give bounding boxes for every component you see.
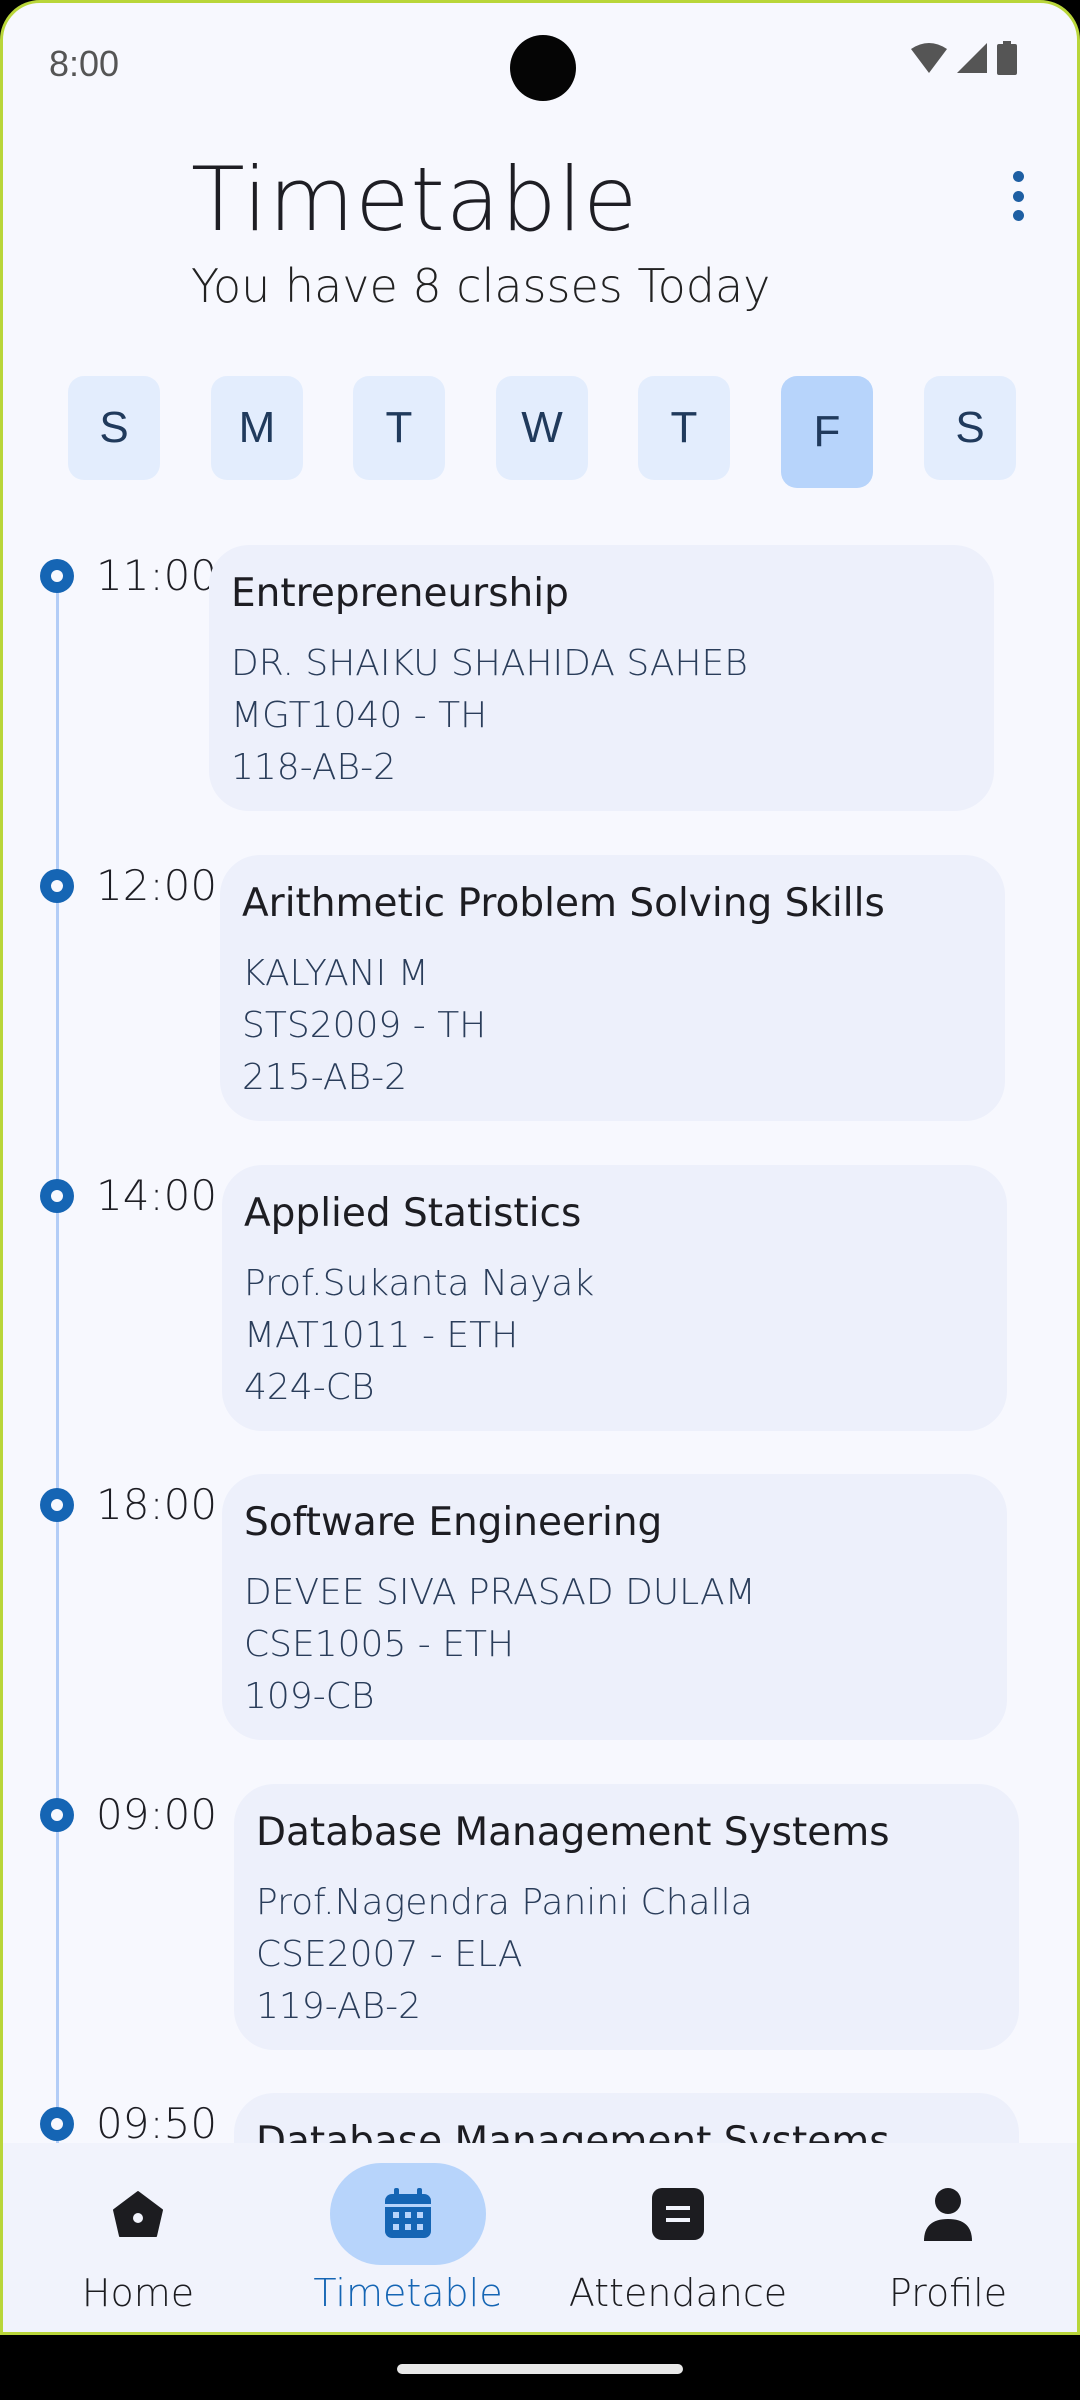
class-time: 12:00 bbox=[96, 861, 218, 910]
class-room: 119-AB-2 bbox=[256, 1986, 422, 2027]
timeline-dot bbox=[40, 559, 74, 593]
class-name: Entrepreneurship bbox=[231, 571, 569, 616]
camera-cutout bbox=[510, 35, 576, 101]
class-room: 424-CB bbox=[244, 1367, 375, 1408]
class-time: 09:50 bbox=[96, 2099, 218, 2143]
class-name: Applied Statistics bbox=[244, 1191, 582, 1236]
nav-home-pill bbox=[60, 2163, 216, 2265]
timeline-line bbox=[56, 573, 59, 2143]
day-friday[interactable]: F bbox=[781, 376, 873, 488]
day-selector: S M T W T F S bbox=[68, 376, 1018, 488]
class-card[interactable]: Entrepreneurship DR. SHAIKU SHAHIDA SAHE… bbox=[209, 545, 994, 811]
class-time: 14:00 bbox=[96, 1171, 218, 1220]
nav-timetable-label: Timetable bbox=[313, 2271, 503, 2315]
calendar-icon bbox=[385, 2188, 431, 2238]
timeline-dot bbox=[40, 2107, 74, 2141]
class-faculty: DR. SHAIKU SHAHIDA SAHEB bbox=[231, 643, 748, 684]
nav-attendance-label: Attendance bbox=[568, 2271, 788, 2315]
battery-icon bbox=[997, 41, 1017, 75]
class-faculty: Prof.Nagendra Panini Challa bbox=[256, 1882, 753, 1923]
nav-profile-pill bbox=[870, 2163, 1026, 2265]
status-time: 8:00 bbox=[49, 43, 120, 84]
day-sunday[interactable]: S bbox=[68, 376, 160, 480]
class-room: 109-CB bbox=[244, 1676, 375, 1717]
class-room: 118-AB-2 bbox=[231, 747, 397, 788]
class-code: CSE1005 - ETH bbox=[244, 1624, 515, 1665]
class-name: Database Management Systems bbox=[256, 2119, 890, 2143]
class-faculty: Prof.Sukanta Nayak bbox=[244, 1263, 595, 1304]
day-monday[interactable]: M bbox=[211, 376, 303, 480]
class-card[interactable]: Database Management Systems bbox=[234, 2093, 1019, 2143]
class-card[interactable]: Database Management Systems Prof.Nagendr… bbox=[234, 1784, 1019, 2050]
home-icon bbox=[113, 2191, 163, 2237]
class-name: Database Management Systems bbox=[256, 1810, 890, 1855]
nav-home[interactable]: Home bbox=[23, 2163, 253, 2332]
page-title: Timetable bbox=[191, 148, 639, 251]
nav-attendance-pill bbox=[600, 2163, 756, 2265]
timeline-dot bbox=[40, 1179, 74, 1213]
day-thursday[interactable]: T bbox=[638, 376, 730, 480]
class-faculty: KALYANI M bbox=[242, 953, 429, 994]
bottom-navigation: Home Timetable Attendance bbox=[3, 2143, 1077, 2332]
class-card[interactable]: Arithmetic Problem Solving Skills KALYAN… bbox=[220, 855, 1005, 1121]
class-room: 215-AB-2 bbox=[242, 1057, 408, 1098]
timeline-dot bbox=[40, 869, 74, 903]
day-saturday[interactable]: S bbox=[924, 376, 1016, 480]
class-card[interactable]: Applied Statistics Prof.Sukanta Nayak MA… bbox=[222, 1165, 1007, 1431]
class-timeline: 11:00 Entrepreneurship DR. SHAIKU SHAHID… bbox=[3, 533, 1077, 2143]
class-time: 09:00 bbox=[96, 1790, 218, 1839]
class-faculty: DEVEE SIVA PRASAD DULAM bbox=[244, 1572, 756, 1613]
page-subtitle: You have 8 classes Today bbox=[191, 259, 771, 313]
timeline-dot bbox=[40, 1798, 74, 1832]
wifi-icon bbox=[911, 43, 947, 73]
day-tuesday[interactable]: T bbox=[353, 376, 445, 480]
class-code: STS2009 - TH bbox=[242, 1005, 487, 1046]
class-name: Arithmetic Problem Solving Skills bbox=[242, 881, 885, 926]
class-code: MAT1011 - ETH bbox=[244, 1315, 519, 1356]
class-code: CSE2007 - ELA bbox=[256, 1934, 523, 1975]
class-name: Software Engineering bbox=[244, 1500, 663, 1545]
class-time: 11:00 bbox=[96, 551, 218, 600]
day-wednesday[interactable]: W bbox=[496, 376, 588, 480]
attendance-icon bbox=[652, 2188, 704, 2240]
nav-attendance[interactable]: Attendance bbox=[563, 2163, 793, 2332]
signal-icon bbox=[957, 43, 987, 73]
more-options-icon[interactable] bbox=[1011, 171, 1025, 221]
nav-timetable-pill bbox=[330, 2163, 486, 2265]
status-icons bbox=[911, 41, 1017, 75]
gesture-home-bar[interactable] bbox=[397, 2364, 683, 2374]
app-screen: 8:00 Timetable You have 8 classes Today … bbox=[0, 0, 1080, 2335]
nav-profile-label: Profile bbox=[888, 2271, 1008, 2315]
class-time: 18:00 bbox=[96, 1480, 218, 1529]
class-card[interactable]: Software Engineering DEVEE SIVA PRASAD D… bbox=[222, 1474, 1007, 1740]
class-code: MGT1040 - TH bbox=[231, 695, 488, 736]
nav-home-label: Home bbox=[81, 2271, 195, 2315]
person-icon bbox=[924, 2188, 972, 2241]
nav-profile[interactable]: Profile bbox=[833, 2163, 1063, 2332]
timeline-dot bbox=[40, 1488, 74, 1522]
nav-timetable[interactable]: Timetable bbox=[293, 2163, 523, 2332]
